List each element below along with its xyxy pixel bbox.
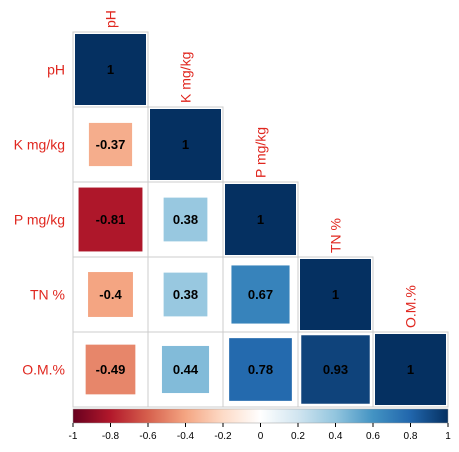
cell-square [78,187,143,252]
cell-value-label: 1 [107,62,114,77]
cell-p-mg-kg-k-mg-kg: 0.38 [163,197,208,242]
cell-square [229,338,292,401]
colorbar-tick-label: 0.2 [291,431,305,442]
cell-tn-k-mg-kg: 0.38 [163,272,208,317]
cell-square [75,34,146,105]
cell-square [163,197,208,242]
cell-value-label: 0.78 [248,362,273,377]
cell-value-label: 1 [257,212,264,227]
cell-value-label: -0.4 [99,287,122,302]
row-label-k-mg-kg: K mg/kg [14,137,65,153]
cell-value-label: 1 [332,287,339,302]
cell-value-label: -0.49 [96,362,126,377]
colorbar-tick-label: 0 [258,431,264,442]
colorbar-tick-label: 0.4 [329,431,343,442]
colorbar-tick-label: 0.8 [404,431,418,442]
cell-k-mg-kg-ph: -0.37 [88,122,133,167]
cell-square [85,344,136,395]
cell-square [231,265,290,324]
cell-p-mg-kg-p-mg-kg: 1 [225,184,296,255]
colorbar-gradient [72,408,449,424]
column-label-k-mg-kg: K mg/kg [178,52,194,103]
colorbar-tick-label: 1 [445,431,451,442]
cell-square [88,122,133,167]
cell-ph-ph: 1 [75,34,146,105]
row-label-ph: pH [47,62,65,78]
row-label-o-m: O.M.% [22,362,65,378]
colorbar-tick-label: 0.6 [366,431,380,442]
cell-o-m-k-mg-kg: 0.44 [161,345,210,394]
colorbar-tick-label: -0.4 [177,431,195,442]
cell-o-m-o-m: 1 [375,334,446,405]
cell-value-label: 1 [182,137,189,152]
variable-labels: pH pH K mg/kg K mg/kg P mg/kg P mg/kg TN % TN %… [14,10,419,377]
cell-square [150,109,221,180]
cell-o-m-p-mg-kg: 0.78 [229,338,292,401]
cell-value-label: -0.37 [96,137,126,152]
grid-lines [72,31,449,408]
cell-k-mg-kg-k-mg-kg: 1 [150,109,221,180]
cell-o-m-ph: -0.49 [85,344,136,395]
cell-tn-tn: 1 [300,259,371,330]
cell-square [163,272,208,317]
cell-square [300,259,371,330]
colorbar: -1 -0.8 -0.6 -0.4 -0.2 0 0.2 0.4 0.6 0.8 1 [69,408,451,442]
cell-square [161,345,210,394]
column-label-ph: pH [103,10,119,28]
cell-value-label: 0.93 [323,362,348,377]
column-label-tn: TN % [328,218,344,253]
cell-tn-ph: -0.4 [88,272,133,317]
cell-square [375,334,446,405]
cell-value-label: 0.67 [248,287,273,302]
grid-cell-o-m-o-m [372,331,449,408]
cell-tn-p-mg-kg: 0.67 [231,265,290,324]
column-label-o-m: O.M.% [403,285,419,328]
colorbar-tick-label: -0.6 [139,431,157,442]
cell-square [301,335,370,404]
cell-value-label: 0.44 [173,362,199,377]
row-label-tn: TN % [30,287,65,303]
row-label-p-mg-kg: P mg/kg [14,212,65,228]
cell-square [225,184,296,255]
cell-square [88,272,133,317]
colorbar-tick-label: -1 [69,431,78,442]
cell-value-label: 0.38 [173,287,198,302]
cell-value-label: 0.38 [173,212,198,227]
colorbar-tick-label: -0.8 [102,431,120,442]
cell-value-label: 1 [407,362,414,377]
cell-value-label: -0.81 [96,212,126,227]
cell-o-m-tn: 0.93 [301,335,370,404]
cell-p-mg-kg-ph: -0.81 [78,187,143,252]
column-label-p-mg-kg: P mg/kg [253,127,269,178]
correlation-cells: 1 -0.37 1 -0.81 0.38 1 -0.4 0.38 0.67 1 -0.49 0.44 0… [75,34,446,405]
colorbar-tick-label: -0.2 [214,431,232,442]
